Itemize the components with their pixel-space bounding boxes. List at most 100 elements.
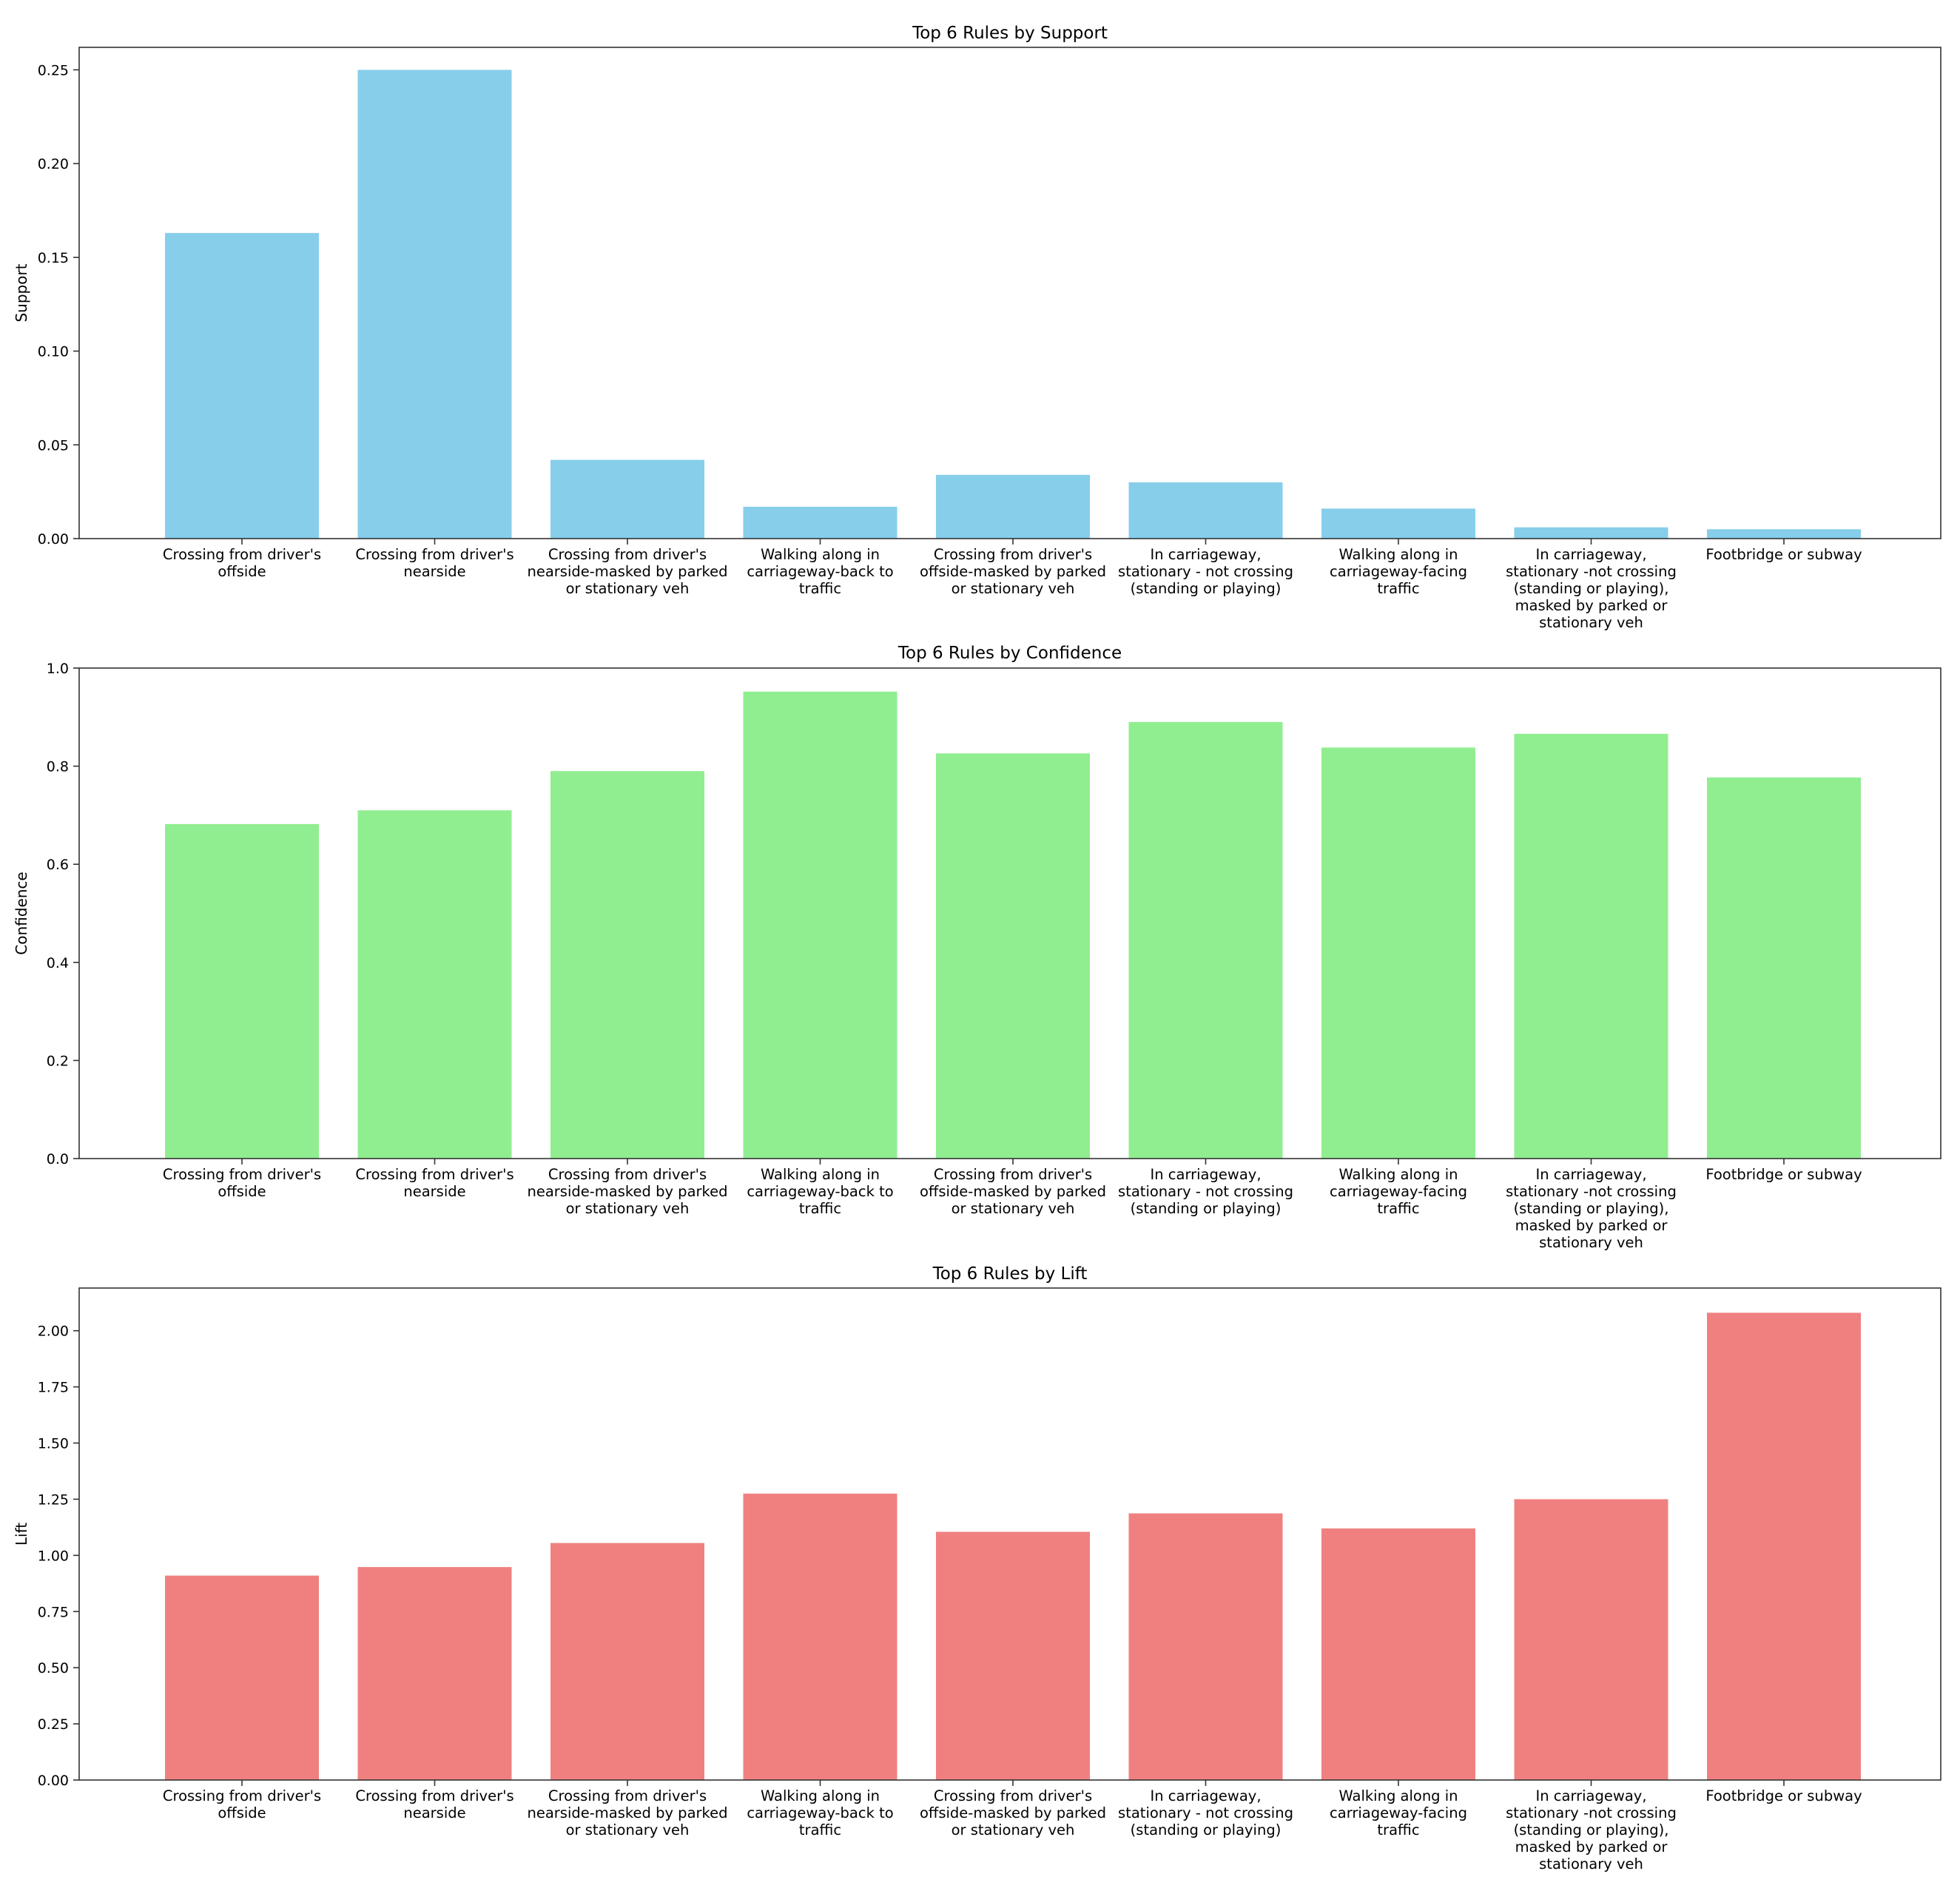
bar-0 [165,1575,319,1780]
x-tick-label-line: Crossing from driver's [934,1787,1092,1804]
x-tick-label-line: Crossing from driver's [355,1787,513,1804]
x-tick-label-line: Crossing from driver's [548,1787,707,1804]
chart-panel-1: Top 6 Rules by Confidence 0.0 0.2 0.4 0.6 0.8… [13,644,1942,1251]
bar-3 [743,691,898,1159]
chart-title: Top 6 Rules by Confidence [898,644,1122,663]
bar-6 [1321,747,1475,1159]
bar-2 [550,1543,704,1780]
x-tick-label: Walking along in carriageway-facing traffi… [1330,1787,1467,1838]
bar-7 [1514,733,1668,1159]
x-tick-label-line: (standing or playing) [1131,1200,1282,1217]
x-tick-label-line: nearside [403,1183,465,1200]
x-tick-label-line: or stationary veh [566,580,690,597]
x-tick-label-line: offside [218,1804,266,1821]
bar-8 [1707,777,1861,1159]
y-tick-label: 1.50 [38,1436,69,1452]
x-tick-label-line: stationary - not crossing [1118,1183,1293,1200]
y-tick-label: 0.50 [38,1660,69,1676]
x-tick-label-line: offside-masked by parked [920,1804,1106,1821]
x-tick-label-line: traffic [1377,1200,1419,1217]
y-axis-label: Lift [13,1523,30,1546]
x-tick-label-line: Crossing from driver's [355,1166,513,1183]
y-tick-label: 2.00 [38,1324,69,1340]
x-tick-label-line: stationary veh [1539,1234,1643,1251]
x-tick-label-line: Crossing from driver's [163,1787,321,1804]
x-tick-label-line: Crossing from driver's [163,546,321,563]
x-tick-label-line: Footbridge or subway [1705,1787,1862,1804]
bar-4 [936,753,1090,1159]
x-tick-label-line: nearside-masked by parked [527,1804,727,1821]
x-tick-label-line: (standing or playing), [1514,1200,1669,1217]
y-tick-label: 0.10 [38,344,69,360]
x-tick-label-line: In carriageway, [1535,1166,1646,1183]
x-tick-label-line: nearside [403,1804,465,1821]
x-tick-label: Footbridge or subway [1705,1166,1862,1183]
x-tick-label-line: In carriageway, [1150,1787,1261,1804]
bar-5 [1128,721,1283,1159]
bar-6 [1321,508,1475,539]
x-tick-label-line: stationary veh [1539,614,1643,631]
x-tick-label: In carriageway, stationary -not crossing(… [1506,546,1677,631]
x-tick-label-line: traffic [1377,1821,1419,1838]
x-tick-label: In carriageway, stationary - not crossing… [1118,1166,1293,1217]
x-tick-label: Crossing from driver's offside-masked by … [920,1166,1106,1217]
x-tick-label-line: Walking along in [1338,546,1458,563]
x-tick-label-line: traffic [799,580,841,597]
x-tick-label-line: offside [218,1183,266,1200]
bar-2 [550,771,704,1159]
y-tick-label: 0.75 [38,1604,69,1620]
x-tick-label-line: carriageway-back to [747,1183,893,1200]
y-tick-label: 0.00 [38,531,69,547]
x-tick-label-line: Crossing from driver's [934,1166,1092,1183]
bar-8 [1707,1312,1861,1780]
chart-panel-2: Top 6 Rules by Lift 0.00 0.25 0.50 0.75 1.00 1… [13,1264,1942,1873]
x-tick-label: Crossing from driver's nearside [355,546,513,580]
y-tick-label: 0.4 [47,955,69,971]
x-tick-label-line: In carriageway, [1150,1166,1261,1183]
x-tick-label-line: stationary - not crossing [1118,1804,1293,1821]
y-tick-label: 0.20 [38,156,69,172]
x-tick-label-line: offside [218,563,266,580]
x-tick-label-line: stationary -not crossing [1506,1183,1677,1200]
x-tick-label-line: or stationary veh [952,1200,1075,1217]
x-tick-label-line: Walking along in [761,1166,880,1183]
x-tick-label-line: In carriageway, [1535,1787,1646,1804]
x-tick-label-line: or stationary veh [566,1200,690,1217]
x-tick-label: Crossing from driver's nearside-masked by… [527,1787,727,1838]
y-tick-label: 0.6 [47,857,69,873]
x-tick-label-line: (standing or playing), [1514,1821,1669,1838]
x-tick-label-line: masked by parked or [1515,1217,1668,1234]
x-tick-label: In carriageway, stationary -not crossing(… [1506,1166,1677,1251]
chart-panel-0: Top 6 Rules by Support 0.00 0.05 0.10 0.15 0.… [13,24,1942,631]
x-tick-label-line: In carriageway, [1150,546,1261,563]
y-axis-label: Support [13,263,30,322]
x-tick-label-line: nearside [403,563,465,580]
x-tick-label: Footbridge or subway [1705,1787,1862,1804]
x-tick-label: Walking along in carriageway-facing traffi… [1330,1166,1467,1217]
x-tick-label-line: nearside-masked by parked [527,563,727,580]
x-tick-label-line: (standing or playing) [1131,580,1282,597]
x-tick-label-line: traffic [799,1200,841,1217]
axes-frame [78,47,1942,539]
bar-5 [1128,1513,1283,1780]
x-tick-label: Footbridge or subway [1705,546,1862,563]
y-tick-label: 0.05 [38,437,69,454]
x-tick-label: Crossing from driver's offside [163,1166,321,1200]
bar-8 [1707,529,1861,539]
y-tick-label: 0.25 [38,1716,69,1733]
bar-3 [743,1493,898,1780]
chart-title: Top 6 Rules by Lift [932,1264,1088,1284]
x-tick-label-line: Crossing from driver's [548,1166,707,1183]
y-tick-label: 0.25 [38,62,69,78]
x-tick-label: In carriageway, stationary - not crossing… [1118,1787,1293,1838]
x-tick-label: Crossing from driver's offside [163,1787,321,1821]
bar-1 [357,1567,512,1780]
bar-3 [743,506,898,539]
y-tick-label: 0.15 [38,250,69,266]
x-tick-label-line: carriageway-facing [1330,1804,1467,1821]
x-tick-label-line: stationary -not crossing [1506,563,1677,580]
x-tick-label-line: stationary veh [1539,1855,1643,1873]
x-tick-label: Crossing from driver's nearside [355,1166,513,1200]
x-tick-label: Walking along in carriageway-back to traff… [747,1787,893,1838]
x-tick-label-line: (standing or playing) [1131,1821,1282,1838]
